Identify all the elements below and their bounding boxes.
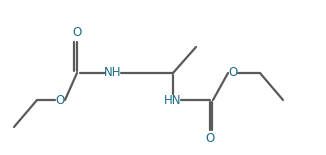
Text: O: O: [72, 27, 82, 40]
Text: NH: NH: [104, 66, 122, 80]
Text: HN: HN: [164, 93, 182, 106]
Text: O: O: [55, 93, 65, 106]
Text: O: O: [205, 133, 215, 146]
Text: O: O: [229, 66, 238, 80]
